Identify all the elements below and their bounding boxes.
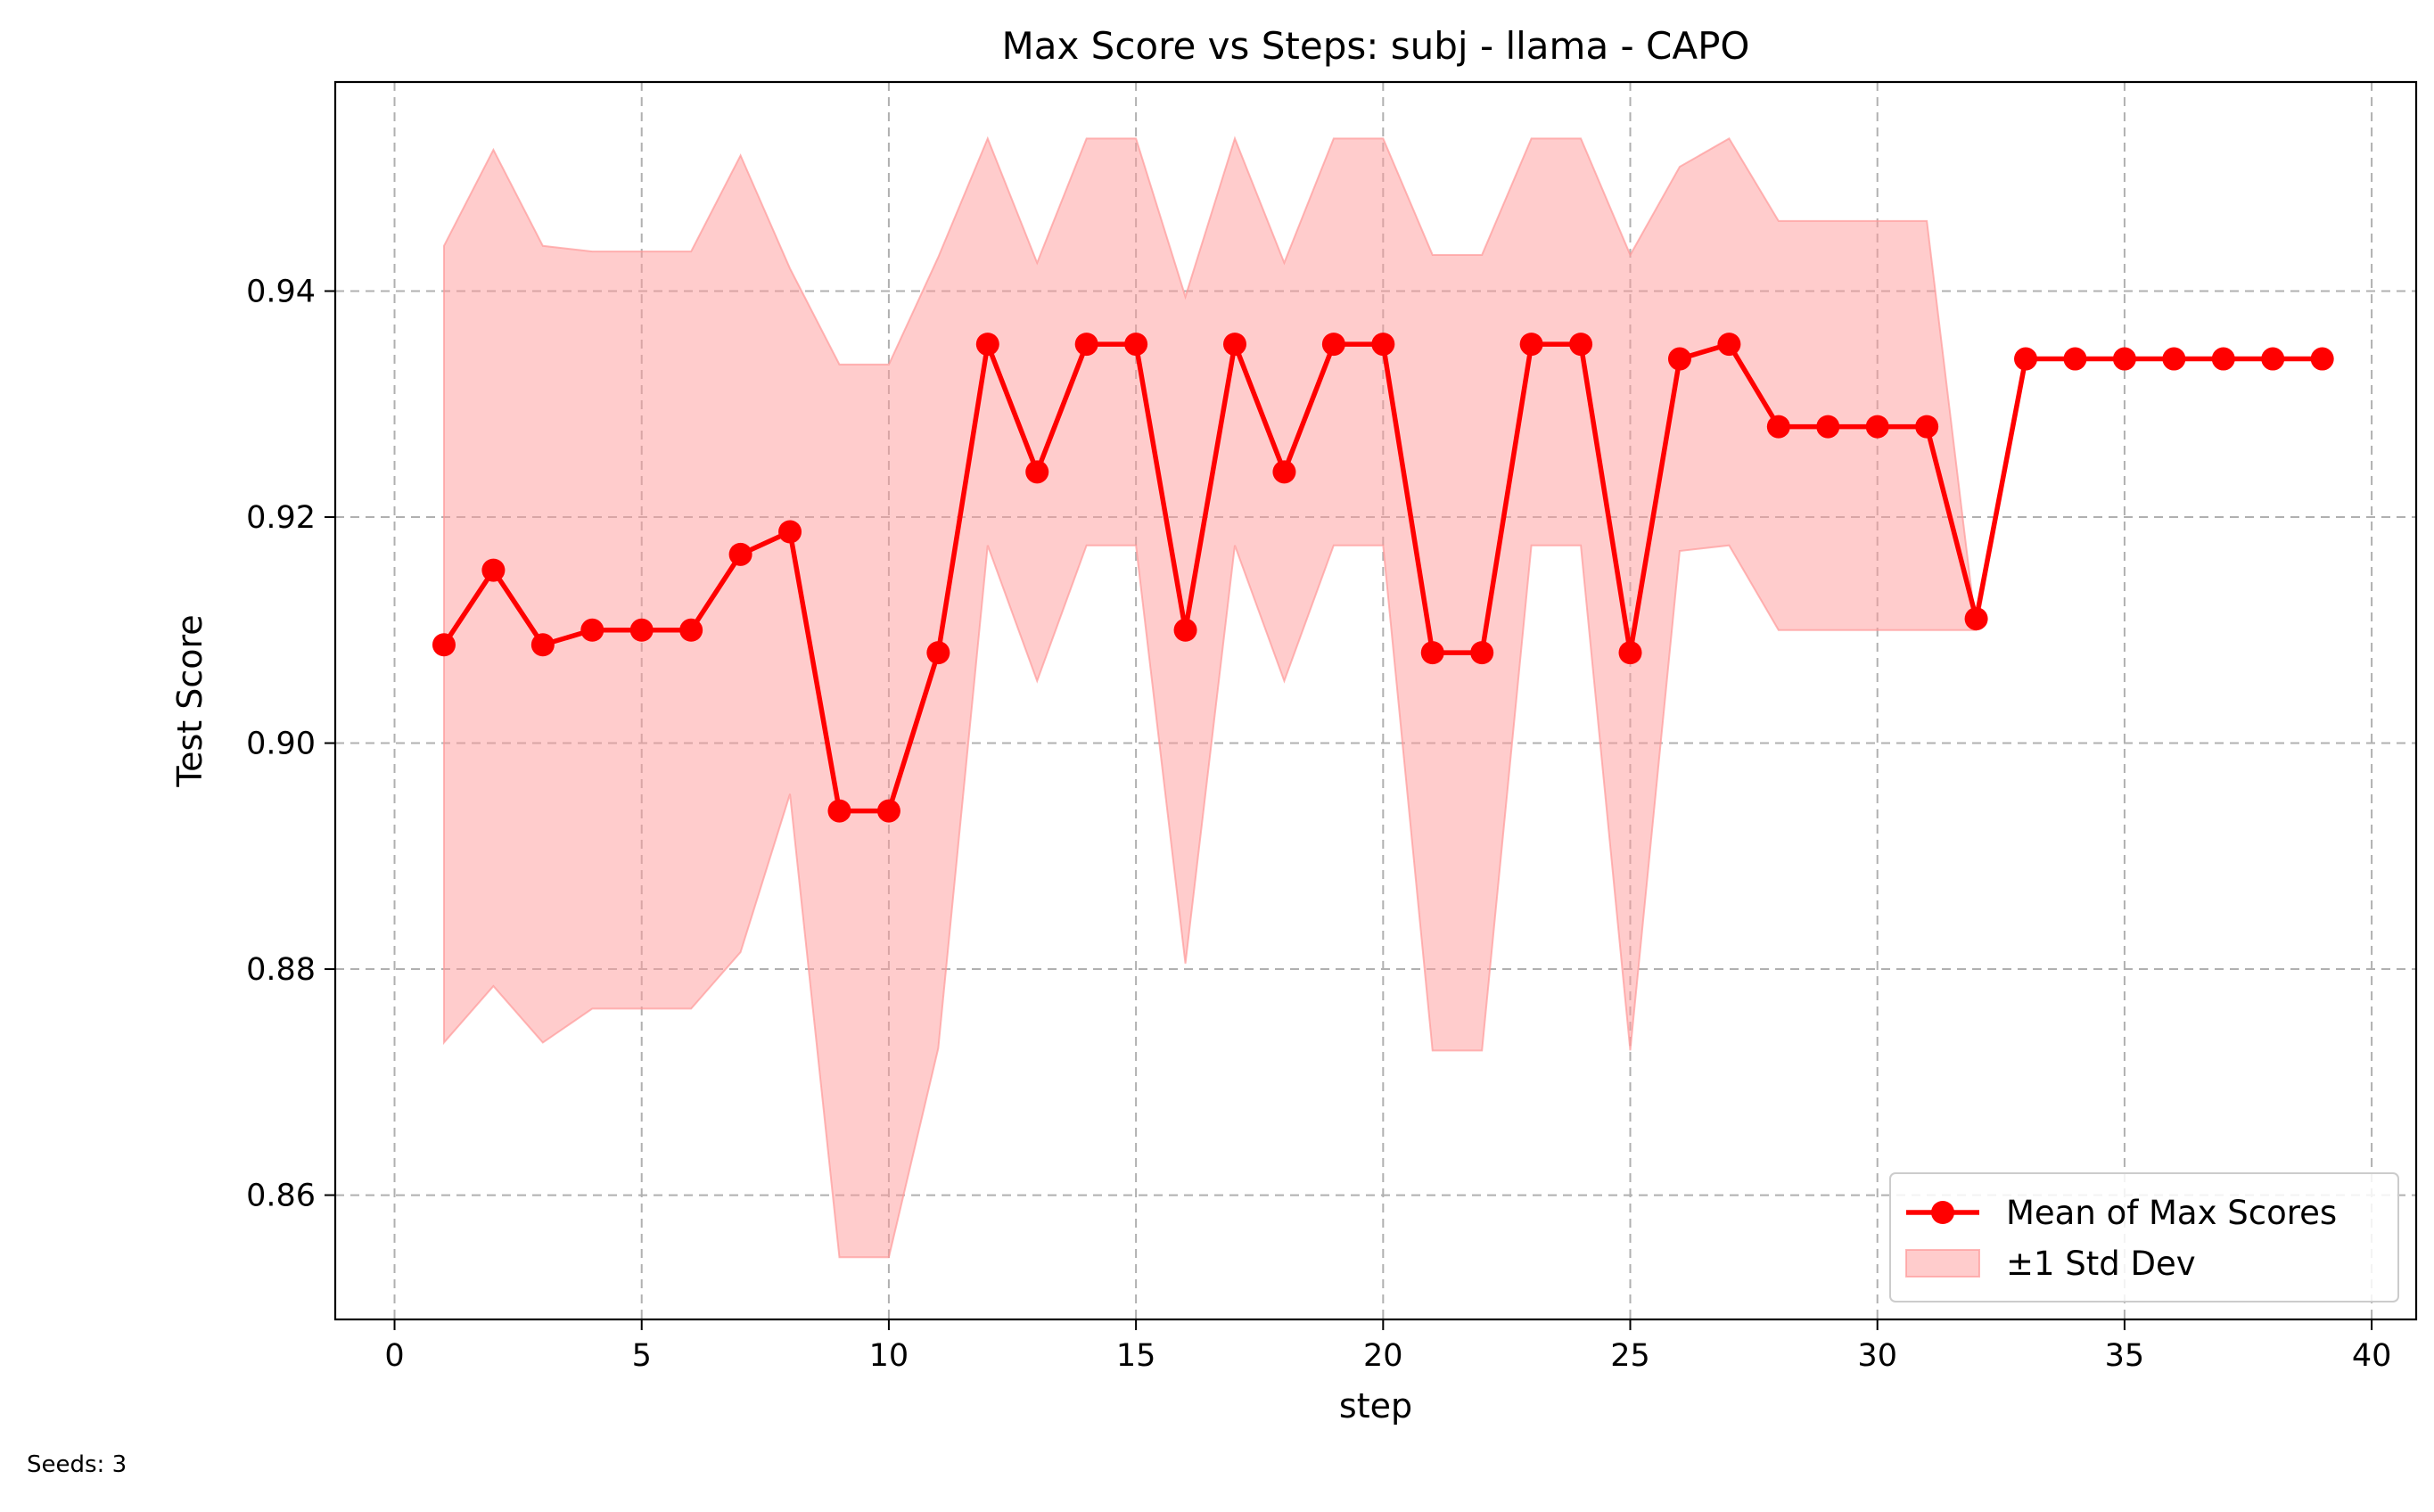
data-point (1618, 641, 1642, 665)
data-point (481, 558, 506, 582)
data-point (2063, 347, 2087, 371)
data-point (2211, 347, 2235, 371)
chart-title: Max Score vs Steps: subj - llama - CAPO (1002, 24, 1750, 68)
data-point (876, 799, 900, 823)
data-point (1420, 641, 1444, 665)
series-markers (432, 333, 2334, 823)
data-point (580, 618, 604, 642)
y-axis: 0.86 0.88 0.90 0.92 0.94 (246, 275, 335, 1214)
data-point (1173, 618, 1197, 642)
data-point (629, 618, 654, 642)
data-point (1816, 415, 1840, 439)
legend-series-label: Mean of Max Scores (2006, 1194, 2337, 1232)
data-point (1272, 460, 1296, 484)
data-point (432, 633, 456, 657)
data-point (926, 641, 950, 665)
data-point (2162, 347, 2186, 371)
y-axis-label: Test Score (170, 614, 210, 787)
x-tick-label: 25 (1610, 1338, 1650, 1374)
y-tick-label: 0.92 (246, 500, 316, 536)
data-point (1222, 333, 1246, 357)
x-tick-label: 40 (2352, 1338, 2392, 1374)
data-point (1964, 607, 1988, 631)
data-point (679, 618, 703, 642)
legend-band-swatch (1905, 1249, 1980, 1278)
data-point (2310, 347, 2334, 371)
data-point (1074, 333, 1098, 357)
legend-box (1889, 1172, 2399, 1302)
data-point (1667, 347, 1691, 371)
x-tick-label: 15 (1116, 1338, 1156, 1374)
data-point (1470, 641, 1494, 665)
x-tick-label: 0 (384, 1338, 404, 1374)
data-point (1766, 415, 1790, 439)
data-point (1519, 333, 1543, 357)
data-point (778, 520, 802, 544)
data-point (1025, 460, 1049, 484)
data-point (2261, 347, 2285, 371)
data-point (1569, 333, 1593, 357)
data-point (1321, 333, 1345, 357)
y-tick-label: 0.94 (246, 275, 316, 310)
data-point (1915, 415, 1939, 439)
x-tick-label: 5 (632, 1338, 652, 1374)
data-point (2014, 347, 2038, 371)
seeds-footnote: Seeds: 3 (27, 1451, 127, 1478)
data-point (975, 333, 999, 357)
data-point (827, 799, 851, 823)
data-point (530, 633, 555, 657)
x-tick-label: 10 (869, 1338, 909, 1374)
x-axis: 0 5 10 15 20 25 30 35 40 (384, 1319, 2391, 1374)
data-point (2112, 347, 2136, 371)
y-tick-label: 0.86 (246, 1179, 316, 1214)
plot-frame (333, 80, 2418, 1321)
x-axis-label: step (1339, 1386, 1412, 1426)
data-point (1865, 415, 1889, 439)
x-tick-label: 30 (1857, 1338, 1897, 1374)
data-point (1124, 333, 1148, 357)
x-tick-label: 35 (2105, 1338, 2145, 1374)
legend-marker-swatch (1931, 1201, 1954, 1224)
data-point (1371, 333, 1395, 357)
data-point (1717, 333, 1741, 357)
y-tick-label: 0.88 (246, 952, 316, 988)
y-tick-label: 0.90 (246, 727, 316, 762)
x-tick-label: 20 (1363, 1338, 1403, 1374)
legend-band-label: ±1 Std Dev (2006, 1245, 2196, 1283)
data-point (728, 542, 752, 566)
legend: Mean of Max Scores ±1 Std Dev (1889, 1172, 2399, 1302)
